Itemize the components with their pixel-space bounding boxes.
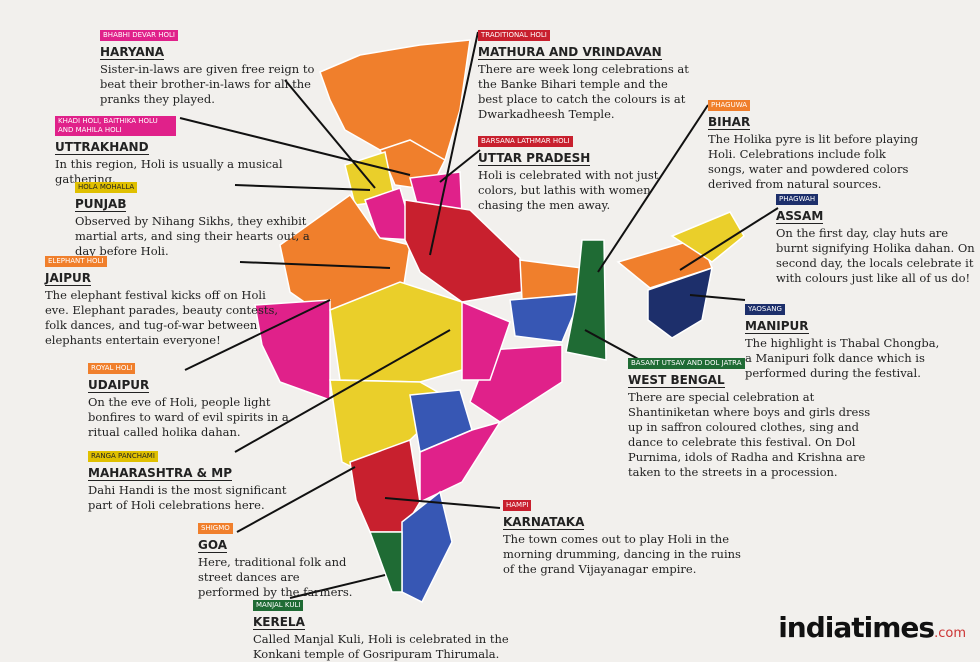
festival-tag: KHADI HOLI, BAITHIKA HOLU AND MAHILA HOL… [55, 116, 176, 136]
annotation: BASANT UTSAV AND DOL JATRA WEST BENGAL The… [628, 350, 883, 480]
festival-tag: YAOSANG [745, 304, 785, 315]
region-title: MAHARASHTRA & MP [88, 466, 233, 481]
annotation: TRADITIONAL HOLI MATHURA AND VRINDAVAN The… [478, 22, 693, 122]
annotation: YAOSANG MANIPUR The highlight is Thabal Ch… [745, 296, 945, 381]
festival-tag: PHAGUWA [708, 100, 751, 111]
festival-tag: PHAGWAH [776, 194, 819, 205]
region-title: KARNATAKA [503, 515, 585, 530]
festival-tag: BHABHI DEVAR HOLI [100, 30, 178, 41]
annotation: HOLA MOHALLA PUNJAB Observed by Nihang Sik… [75, 174, 325, 259]
festival-tag: BARSANA LATHMAR HOLI [478, 136, 573, 147]
festival-tag: ELEPHANT HOLI [45, 256, 107, 267]
region-title: MATHURA AND VRINDAVAN [478, 45, 662, 60]
annotation: PHAGUWA BIHAR The Holika pyre is lit befor… [708, 92, 923, 192]
annotation: KHADI HOLI, BAITHIKA HOLU AND MAHILA HOL… [55, 116, 325, 187]
logo-name: indiatimes [778, 611, 935, 644]
festival-tag: SHIGMO [198, 523, 233, 534]
festival-tag: ROYAL HOLI [88, 363, 136, 374]
annotation: SHIGMO GOA Here, traditional folk and stre… [198, 515, 358, 600]
annotation: HAMPI KARNATAKA The town comes out to play… [503, 492, 743, 577]
description: The Holika pyre is lit before playing Ho… [708, 132, 919, 191]
festival-tag: HOLA MOHALLA [75, 182, 138, 193]
annotation: RANGA PANCHAMI MAHARASHTRA & MP Dahi Handi… [88, 443, 288, 513]
festival-tag: BASANT UTSAV AND DOL JATRA [628, 358, 745, 369]
description: On the eve of Holi, people light bonfire… [88, 395, 289, 439]
description: There are special celebration at Shantin… [628, 390, 871, 479]
region-title: KERELA [253, 615, 305, 630]
region-title: UDAIPUR [88, 378, 150, 393]
region-title: WEST BENGAL [628, 373, 725, 388]
description: The highlight is Thabal Chongba, a Manip… [745, 336, 940, 380]
description: Holi is celebrated with not just colors,… [478, 168, 659, 212]
logo-suffix: .com [934, 626, 966, 641]
annotation: PHAGWAH ASSAM On the first day, clay huts … [776, 186, 976, 286]
description: Sister-in-laws are given free reign to b… [100, 62, 315, 106]
annotation: ROYAL HOLI UDAIPUR On the eve of Holi, peo… [88, 355, 318, 440]
description: On the first day, clay huts are burnt si… [776, 226, 975, 285]
festival-tag: MANJAL KULI [253, 600, 304, 611]
region-title: ASSAM [776, 209, 824, 224]
region-title: JAIPUR [45, 271, 91, 286]
region-title: UTTAR PRADESH [478, 151, 591, 166]
region-title: MANIPUR [745, 319, 809, 334]
description: There are week long celebrations at the … [478, 62, 689, 121]
description: Called Manjal Kuli, Holi is celebrated i… [253, 632, 509, 661]
description: The town comes out to play Holi in the m… [503, 532, 741, 576]
description: Observed by Nihang Sikhs, they exhibit m… [75, 214, 310, 258]
festival-tag: HAMPI [503, 500, 532, 511]
region-title: UTTRAKHAND [55, 140, 149, 155]
logo: indiatimes.com [778, 611, 966, 644]
annotation: BHABHI DEVAR HOLI HARYANA Sister-in-laws a… [100, 22, 315, 107]
description: Here, traditional folk and street dances… [198, 555, 353, 599]
description: The elephant festival kicks off on Holi … [45, 288, 279, 347]
region-title: GOA [198, 538, 228, 553]
description: Dahi Handi is the most significant part … [88, 483, 287, 512]
annotation: BARSANA LATHMAR HOLI UTTAR PRADESH Holi is… [478, 128, 668, 213]
region-title: BIHAR [708, 115, 751, 130]
region-title: HARYANA [100, 45, 165, 60]
festival-tag: TRADITIONAL HOLI [478, 30, 550, 41]
region-title: PUNJAB [75, 197, 127, 212]
annotation: ELEPHANT HOLI JAIPUR The elephant festival… [45, 248, 285, 348]
festival-tag: RANGA PANCHAMI [88, 451, 158, 462]
